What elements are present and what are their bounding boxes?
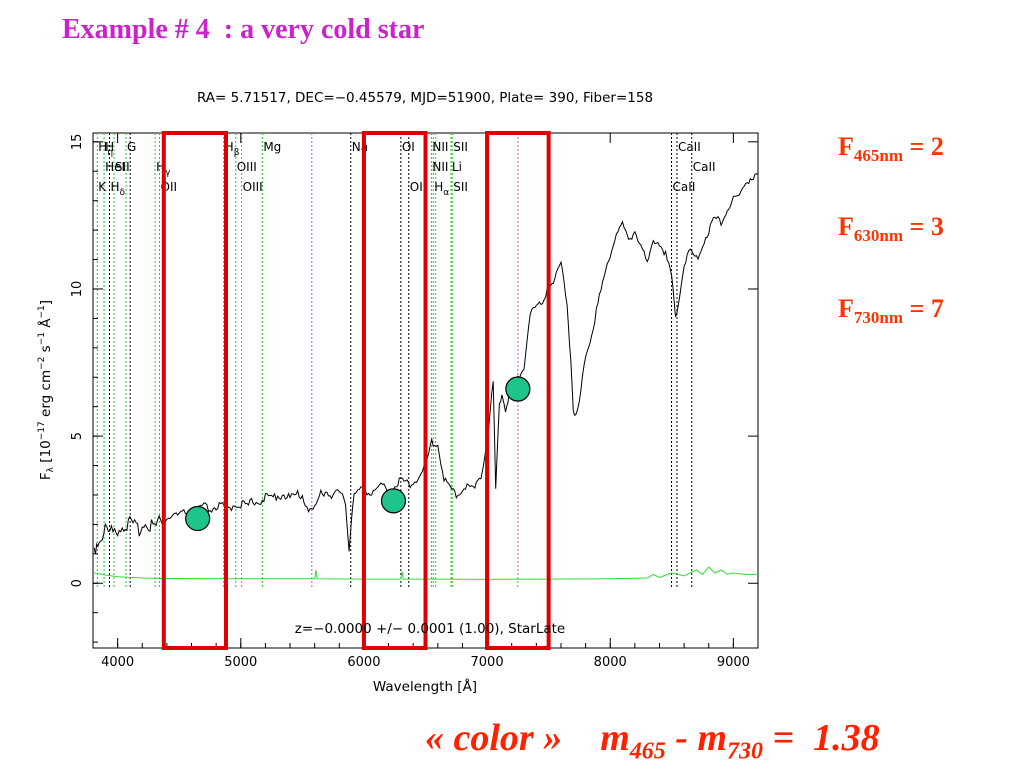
line-marker-label: OIII — [243, 180, 263, 194]
line-marker-label: SII — [453, 140, 468, 154]
line-marker-label: OI — [402, 140, 415, 154]
line-marker-label: K — [98, 180, 107, 194]
x-tick-label: 6000 — [347, 655, 380, 670]
color-formula: « color » m465 - m730 = 1.38 — [425, 717, 880, 765]
line-marker-label: NII — [432, 140, 448, 154]
slide-title: Example # 4 : a very cold star — [62, 14, 425, 45]
flux-730: F730nm = 7 — [838, 294, 944, 328]
line-marker-label: Hα — [434, 180, 449, 198]
flux-465: F465nm = 2 — [838, 132, 944, 166]
y-axis-label: Fλ [10−17 erg cm−2 s−1 Å−1] — [37, 300, 56, 480]
line-marker-label: CaII — [673, 180, 696, 194]
line-marker-label: NII — [432, 160, 448, 174]
line-marker-label: G — [127, 140, 136, 154]
line-marker-label: Li — [452, 160, 462, 174]
flux-point-3 — [505, 376, 531, 402]
flux-point-2 — [380, 488, 407, 514]
x-tick-label: 8000 — [594, 655, 627, 670]
line-marker-label: CaII — [678, 140, 701, 154]
series-layer — [93, 173, 759, 580]
line-marker-label: SII — [115, 160, 130, 174]
y-tick-label: 10 — [70, 281, 85, 298]
line-marker-label: HeI — [105, 160, 125, 174]
line-marker-label: CaII — [693, 160, 716, 174]
chart-header: RA= 5.71517, DEC=−0.45579, MJD=51900, Pl… — [197, 90, 653, 106]
error-line — [94, 566, 758, 580]
color-word: « color » — [425, 717, 563, 759]
x-tick-label: 7000 — [471, 655, 504, 670]
line-marker-label: OIII — [237, 160, 257, 174]
flux-point-1 — [185, 505, 211, 532]
line-marker-label: H — [105, 140, 114, 154]
line-marker-label: SII — [453, 180, 468, 194]
y-tick-label: 5 — [70, 432, 85, 440]
line-marker-label: OI — [410, 180, 423, 194]
x-tick-label: 4000 — [101, 655, 134, 670]
spectrum-line — [93, 173, 759, 555]
x-axis-label: Wavelength [Å] — [373, 678, 477, 695]
band-box-2 — [361, 131, 428, 650]
band-box-3 — [485, 131, 551, 650]
y-tick-label: 0 — [70, 579, 85, 587]
band-box-1 — [161, 131, 228, 650]
x-tick-label: 5000 — [224, 655, 257, 670]
x-tick-label: 9000 — [717, 655, 750, 670]
flux-points — [185, 376, 531, 532]
wavelength-bands — [161, 131, 551, 650]
line-marker-label: Hδ — [111, 180, 126, 198]
line-marker-label: Mg — [263, 140, 281, 154]
flux-630: F630nm = 3 — [838, 212, 944, 246]
y-tick-label: 15 — [70, 134, 85, 151]
axis-layer: 4000 5000 6000 7000 8000 9000 0 5 10 15 — [70, 133, 758, 670]
chart-footer: z=−0.0000 +/− 0.0001 (1.00), StarLate — [295, 621, 565, 637]
